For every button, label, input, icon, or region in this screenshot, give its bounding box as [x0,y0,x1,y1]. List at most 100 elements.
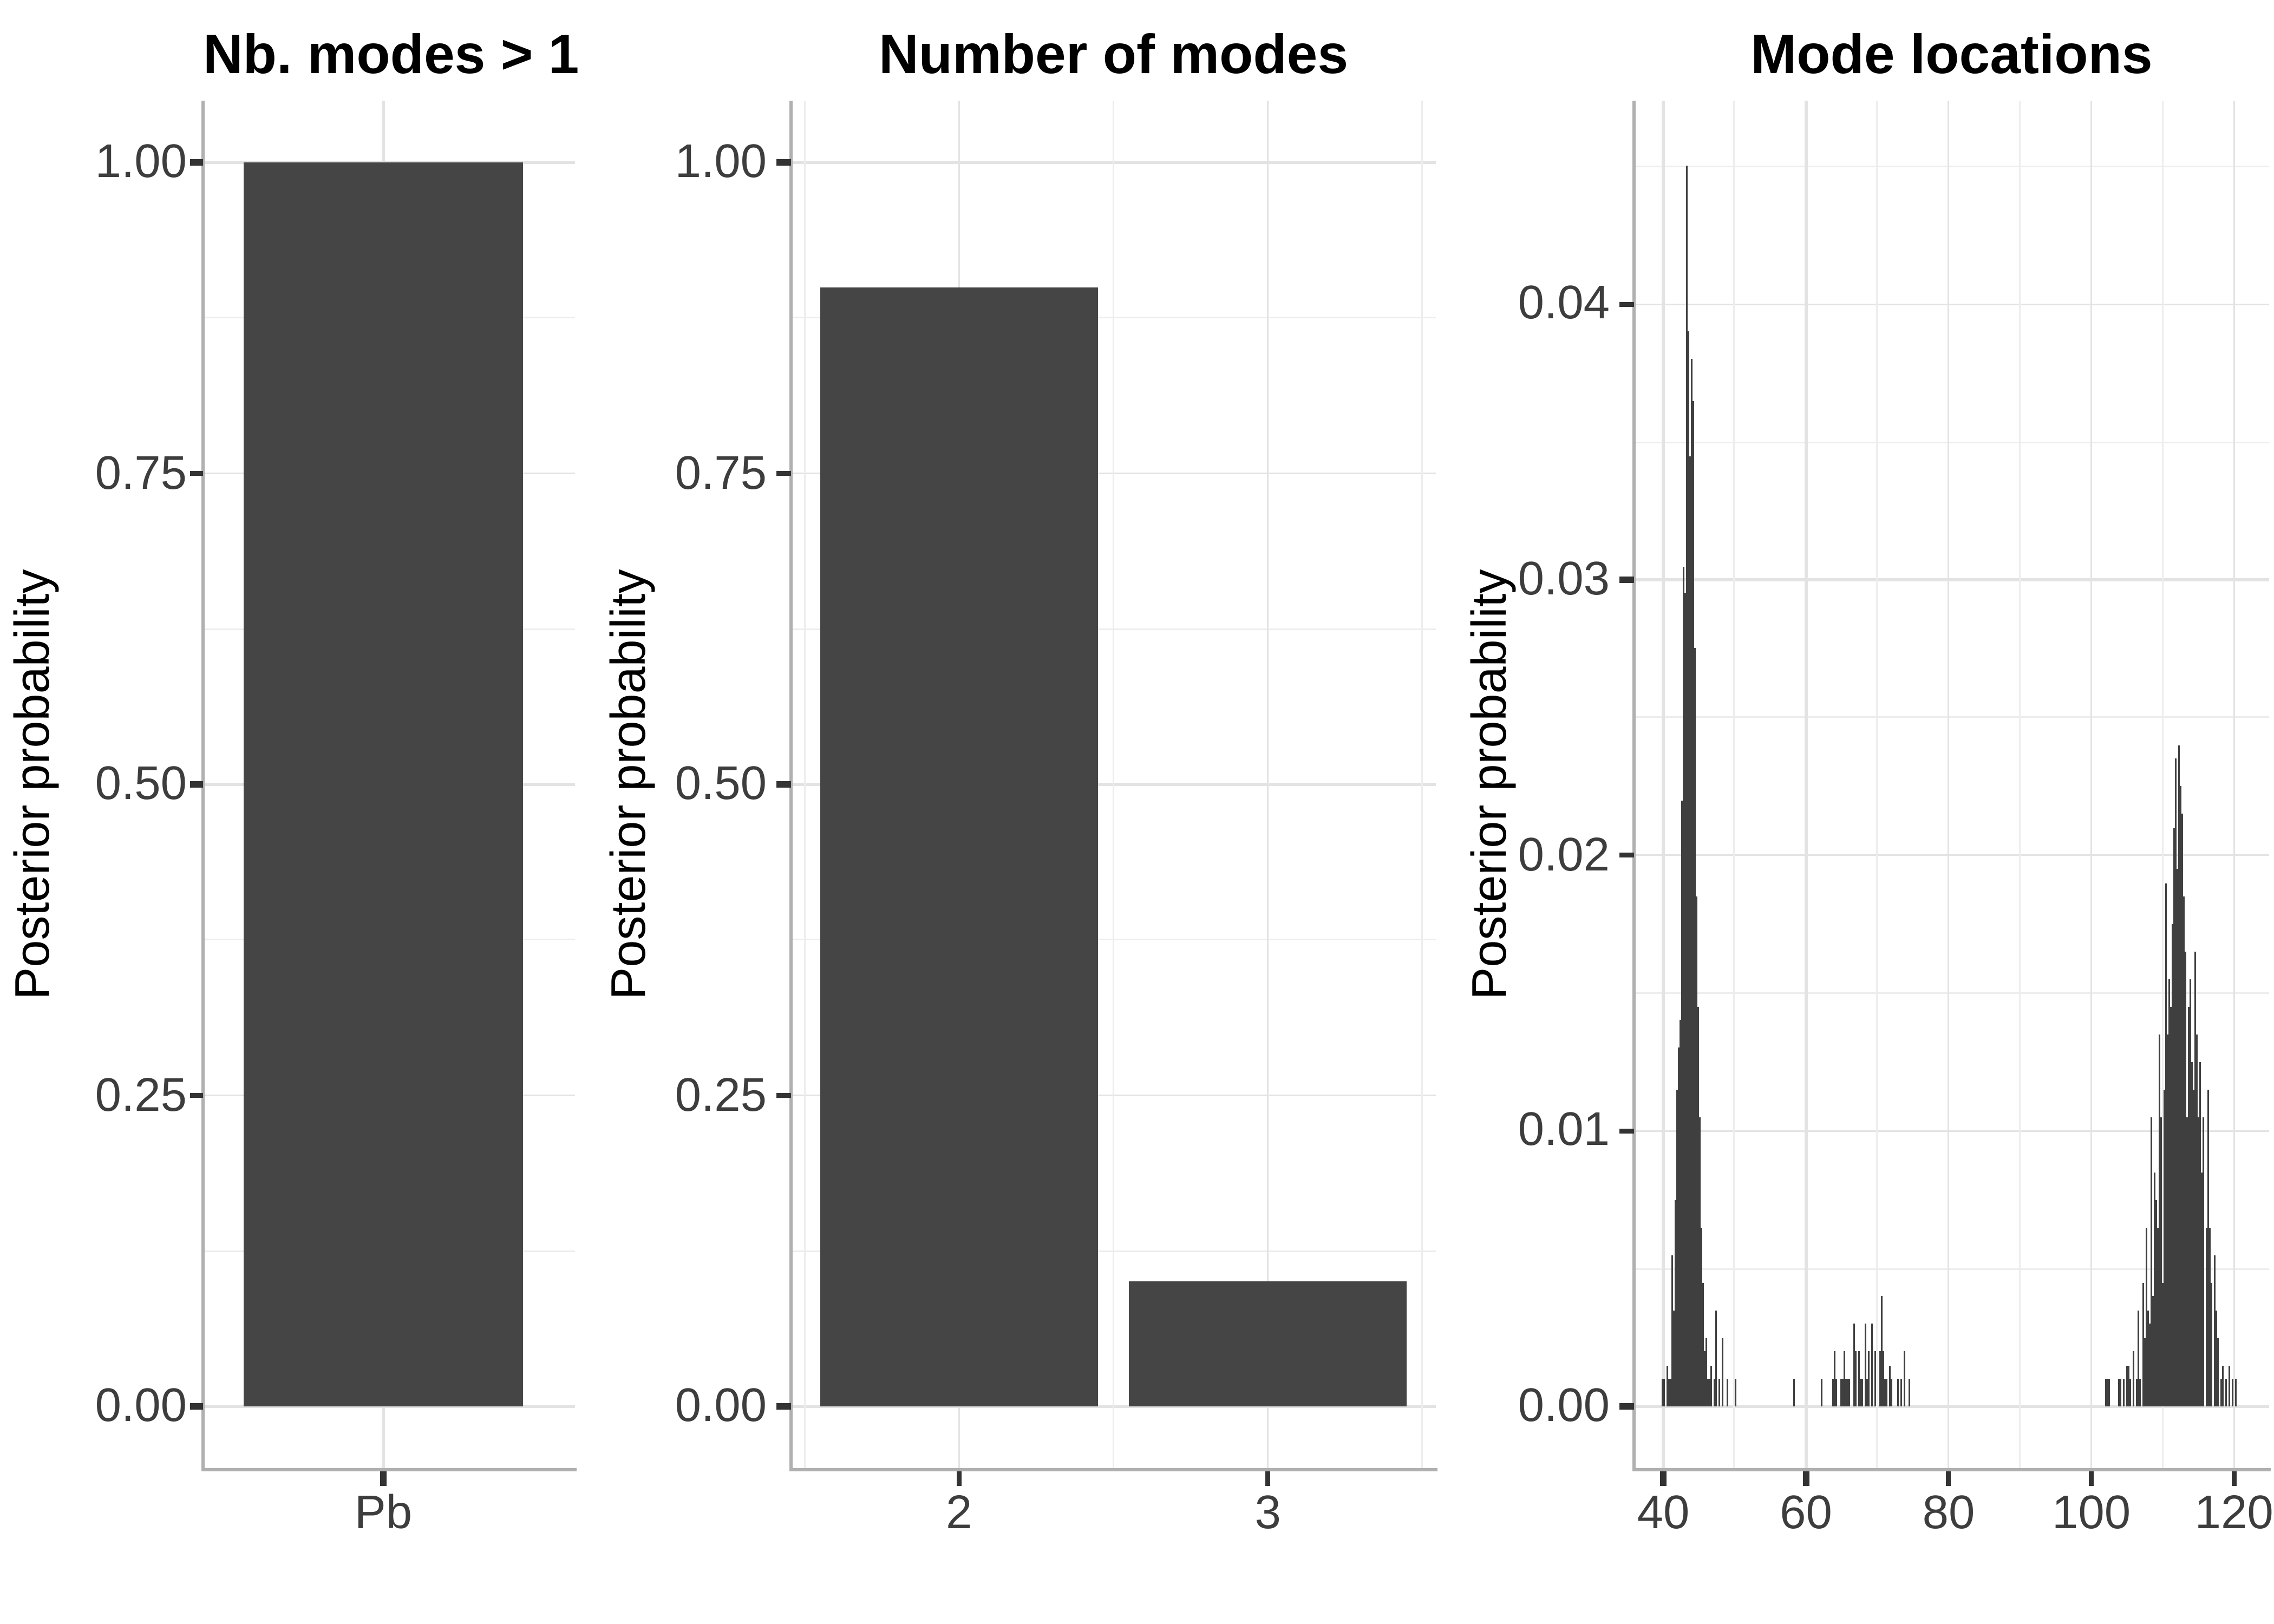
gridline-horizontal-minor [1633,716,2270,718]
posterior-spike [2166,1034,2168,1406]
y-tick-mark [189,1403,203,1410]
posterior-spike [1683,579,1685,1406]
gridline-vertical-minor [2019,100,2021,1469]
y-tick-mark [1619,1128,1634,1134]
gridline-horizontal-minor [1633,165,2270,167]
posterior-spike [1868,1351,1871,1406]
posterior-spike [1691,401,1694,1406]
posterior-spike [2176,869,2178,1406]
posterior-spike [2142,1282,2144,1406]
x-tick-mark [1660,1471,1667,1485]
x-tick-label: 3 [1254,1488,1281,1540]
posterior-spike [2222,1365,2224,1406]
x-tick-label: 40 [1637,1488,1690,1540]
posterior-spike [2140,1379,2142,1406]
posterior-spike [2217,1337,2219,1406]
posterior-spike [2138,1309,2140,1406]
y-tick-mark [1619,577,1634,583]
gridline-vertical-major [2090,100,2093,1469]
posterior-spike [1841,1379,1843,1406]
posterior-spike [1853,1324,1855,1406]
posterior-spike [2220,1379,2222,1406]
posterior-spike [2232,1379,2234,1406]
posterior-spike [1696,896,1698,1406]
posterior-spike [1880,1296,1883,1406]
x-tick-mark [2231,1471,2237,1485]
y-tick-label: 1.00 [95,136,187,188]
gridline-vertical-minor [1734,100,1736,1469]
gridline-horizontal-minor [1633,441,2270,443]
posterior-spike [1699,1117,1701,1406]
posterior-spike [1668,1379,1670,1406]
posterior-spike [2152,1296,2154,1406]
posterior-spike [2154,1172,2156,1406]
gridline-vertical-major [1948,100,1950,1469]
posterior-spike [1698,1076,1700,1406]
posterior-spike [1832,1379,1834,1406]
y-tick-mark [189,1092,203,1098]
posterior-spike [2198,1117,2200,1406]
posterior-spike [2147,1309,2149,1406]
posterior-spike [2109,1379,2111,1406]
posterior-spike [1684,593,1686,1406]
x-tick-label: 100 [2052,1488,2131,1540]
posterior-spike [1693,552,1695,1406]
y-tick-label: 0.25 [675,1069,767,1122]
posterior-spike [2168,979,2170,1406]
x-tick-label: 2 [945,1488,972,1540]
posterior-spike [1900,1379,1902,1406]
posterior-spike [2215,1309,2217,1406]
y-tick-mark [1619,1403,1634,1410]
y-tick-label: 0.50 [675,758,767,810]
posterior-spike [2145,1227,2147,1406]
gridline-vertical-major [1266,100,1269,1469]
posterior-bar [820,286,1098,1406]
posterior-spike [1890,1379,1892,1406]
y-tick-label: 0.01 [1518,1104,1610,1157]
posterior-spike [2205,1227,2207,1406]
y-tick-mark [776,159,791,166]
posterior-spike [1820,1379,1822,1406]
posterior-spike [2165,882,2167,1406]
posterior-spike [1878,1351,1880,1406]
posterior-spike [2178,745,2180,1406]
posterior-spike [2208,1227,2211,1406]
posterior-spike [1718,1379,1720,1406]
y-tick-mark [189,159,203,166]
posterior-spike [1681,800,1683,1406]
posterior-spike [1703,1351,1706,1406]
posterior-spike [1680,1020,1682,1406]
gridline-vertical-major [1805,100,1807,1469]
posterior-spike [2213,1255,2215,1406]
posterior-spike [2173,828,2175,1406]
posterior-spike [1859,1379,1861,1406]
posterior-spike [2201,1172,2204,1406]
posterior-spike [1695,731,1697,1406]
posterior-spike [1903,1351,1905,1406]
x-tick-label: 80 [1922,1488,1975,1540]
posterior-spike [1860,1379,1863,1406]
posterior-spike [1677,1048,1680,1406]
y-tick-mark [776,781,791,788]
posterior-spike [2225,1379,2227,1406]
gridline-vertical-major [1662,100,1665,1469]
y-tick-label: 0.75 [95,447,187,500]
posterior-spike [1858,1351,1860,1406]
posterior-spike [2127,1365,2129,1406]
posterior-spike [1711,1365,1713,1406]
x-axis-line [1632,1468,2271,1472]
posterior-spike [1726,1379,1728,1406]
x-tick-label: 60 [1780,1488,1832,1540]
posterior-spike [1690,359,1693,1406]
posterior-spike [1713,1379,1715,1406]
posterior-spike [2206,1089,2208,1406]
posterior-spike [2180,814,2182,1406]
posterior-spike [2189,979,2191,1406]
posterior-spike [1702,1282,1704,1406]
posterior-spike [1861,1379,1864,1406]
